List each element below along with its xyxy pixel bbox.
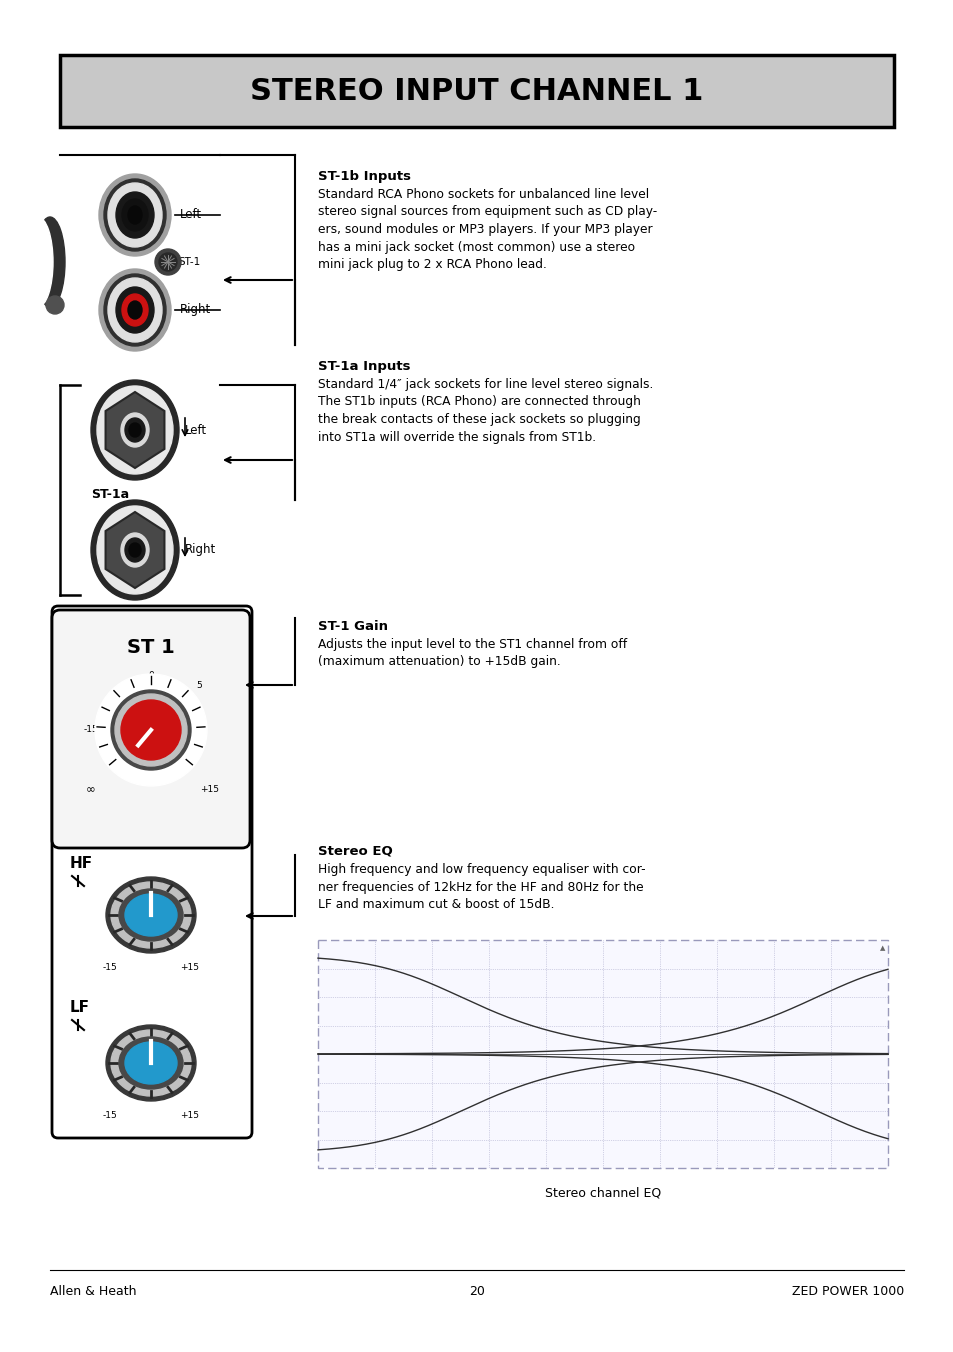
Ellipse shape [108,279,162,342]
Text: High frequency and low frequency equaliser with cor-
ner frequencies of 12kHz fo: High frequency and low frequency equalis… [317,863,645,911]
Text: +15: +15 [180,964,199,972]
Ellipse shape [91,500,179,600]
Circle shape [115,694,187,767]
Text: Right: Right [180,303,211,316]
Ellipse shape [106,877,195,953]
Text: Allen & Heath: Allen & Heath [50,1284,136,1298]
Circle shape [121,700,181,760]
Ellipse shape [129,423,141,437]
Text: -15: -15 [103,964,117,972]
Ellipse shape [121,533,149,566]
Circle shape [95,675,207,786]
Text: Stereo channel EQ: Stereo channel EQ [544,1186,660,1199]
Text: ∞: ∞ [86,784,96,796]
Ellipse shape [119,890,183,941]
FancyBboxPatch shape [52,610,250,848]
Ellipse shape [121,412,149,448]
Ellipse shape [46,296,64,314]
Text: Right: Right [185,544,216,557]
Ellipse shape [111,882,191,948]
Text: ST 1: ST 1 [127,638,174,657]
Ellipse shape [119,1037,183,1088]
Ellipse shape [104,274,166,346]
FancyBboxPatch shape [60,55,893,127]
Ellipse shape [125,1042,177,1084]
Ellipse shape [116,287,153,333]
Text: HF: HF [70,856,93,871]
Ellipse shape [104,178,166,251]
Ellipse shape [122,199,148,231]
Ellipse shape [35,218,65,307]
Ellipse shape [125,538,145,562]
Text: -15: -15 [83,726,98,734]
Ellipse shape [122,293,148,326]
Ellipse shape [128,206,142,224]
Ellipse shape [111,1030,191,1096]
Ellipse shape [97,387,172,475]
Ellipse shape [159,253,177,270]
Ellipse shape [125,894,177,936]
Text: STEREO INPUT CHANNEL 1: STEREO INPUT CHANNEL 1 [250,77,703,105]
Text: Standard RCA Phono sockets for unbalanced line level
stereo signal sources from : Standard RCA Phono sockets for unbalance… [317,188,657,270]
Ellipse shape [128,301,142,319]
Ellipse shape [154,249,181,274]
Ellipse shape [97,506,172,594]
Ellipse shape [23,218,53,307]
Ellipse shape [91,380,179,480]
Text: Standard 1/4″ jack sockets for line level stereo signals.
The ST1b inputs (RCA P: Standard 1/4″ jack sockets for line leve… [317,379,653,443]
Text: ST-1b Inputs: ST-1b Inputs [317,170,411,183]
Text: Left: Left [180,208,202,222]
Polygon shape [106,512,164,588]
Text: LF: LF [70,1000,90,1015]
Ellipse shape [99,174,171,256]
Text: 20: 20 [469,1284,484,1298]
Text: +15: +15 [200,786,219,795]
Ellipse shape [106,1025,195,1101]
Text: Stereo EQ: Stereo EQ [317,845,393,859]
Text: ▲: ▲ [879,945,884,950]
Text: +15: +15 [180,1110,199,1119]
Text: ST-1a Inputs: ST-1a Inputs [317,360,410,373]
Polygon shape [106,392,164,468]
FancyBboxPatch shape [317,940,887,1168]
Circle shape [111,690,191,771]
Text: -15: -15 [103,1110,117,1119]
Ellipse shape [99,269,171,352]
Text: ZED POWER 1000: ZED POWER 1000 [791,1284,903,1298]
Text: ST-1a: ST-1a [91,488,129,502]
Text: 0: 0 [148,672,153,680]
Ellipse shape [129,544,141,557]
Ellipse shape [125,418,145,442]
Ellipse shape [116,192,153,238]
Ellipse shape [108,183,162,247]
Text: Left: Left [185,423,207,437]
Text: ST-1: ST-1 [178,257,200,266]
Text: 5: 5 [195,681,201,691]
Text: ST-1 Gain: ST-1 Gain [317,621,388,633]
Text: Adjusts the input level to the ST1 channel from off
(maximum attenuation) to +15: Adjusts the input level to the ST1 chann… [317,638,626,668]
